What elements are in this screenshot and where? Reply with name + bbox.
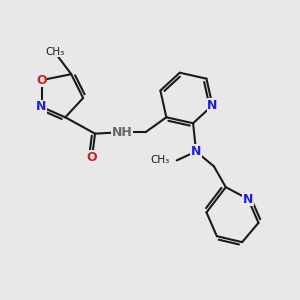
Text: N: N (207, 99, 218, 112)
Text: CH₃: CH₃ (45, 47, 64, 57)
Text: N: N (36, 100, 47, 113)
Text: O: O (87, 151, 98, 164)
Text: O: O (36, 74, 47, 87)
Text: N: N (243, 193, 253, 206)
Text: CH₃: CH₃ (150, 155, 169, 165)
Text: N: N (191, 145, 201, 158)
Text: NH: NH (111, 126, 132, 139)
